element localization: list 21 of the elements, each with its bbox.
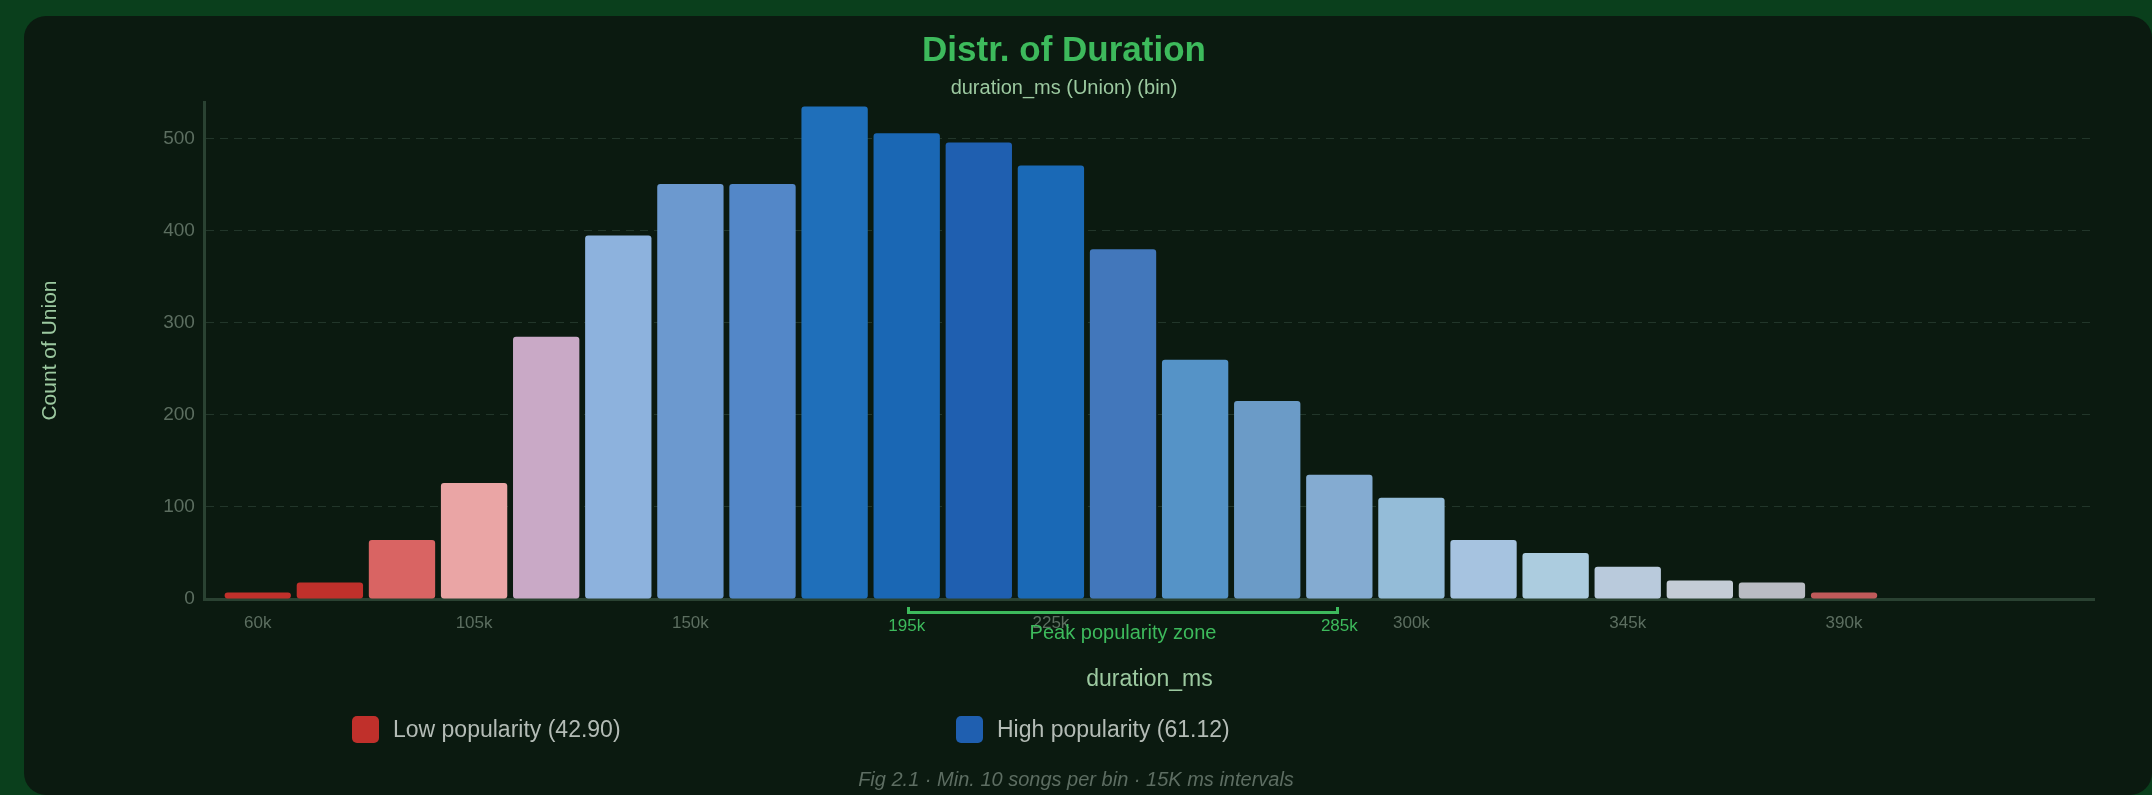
y-tick-label: 300 [163, 311, 195, 333]
text: Low popularity (42.90) [393, 716, 621, 743]
y-axis-title: Count of Union [37, 280, 61, 421]
y-tick-label: 200 [163, 403, 195, 425]
x-axis-title: duration_ms [1086, 664, 1213, 691]
y-tick-label: 500 [163, 127, 195, 149]
x-tick-label: 105k [455, 612, 494, 632]
chart-title: Distr. of Duration [922, 28, 1206, 68]
chart-subtitle: duration_ms (Union) (bin) [950, 75, 1178, 99]
y-tick-label: 400 [163, 219, 195, 241]
x-tick-label: 300k [1392, 612, 1431, 632]
y-tick-label: 0 [184, 587, 195, 609]
x-tick-label: 345k [1609, 612, 1647, 632]
annotation: 285k [1320, 616, 1359, 636]
text: High popularity (61.12) [997, 716, 1230, 743]
annotation: 195k [888, 616, 926, 636]
x-tick-label: 60k [244, 612, 272, 632]
x-tick-label: 390k [1825, 612, 1863, 632]
y-tick-label: 100 [163, 495, 195, 517]
x-tick-label: 150k [671, 612, 710, 632]
caption: Fig 2.1 · Min. 10 songs per bin · 15K ms intervals [857, 768, 1295, 791]
